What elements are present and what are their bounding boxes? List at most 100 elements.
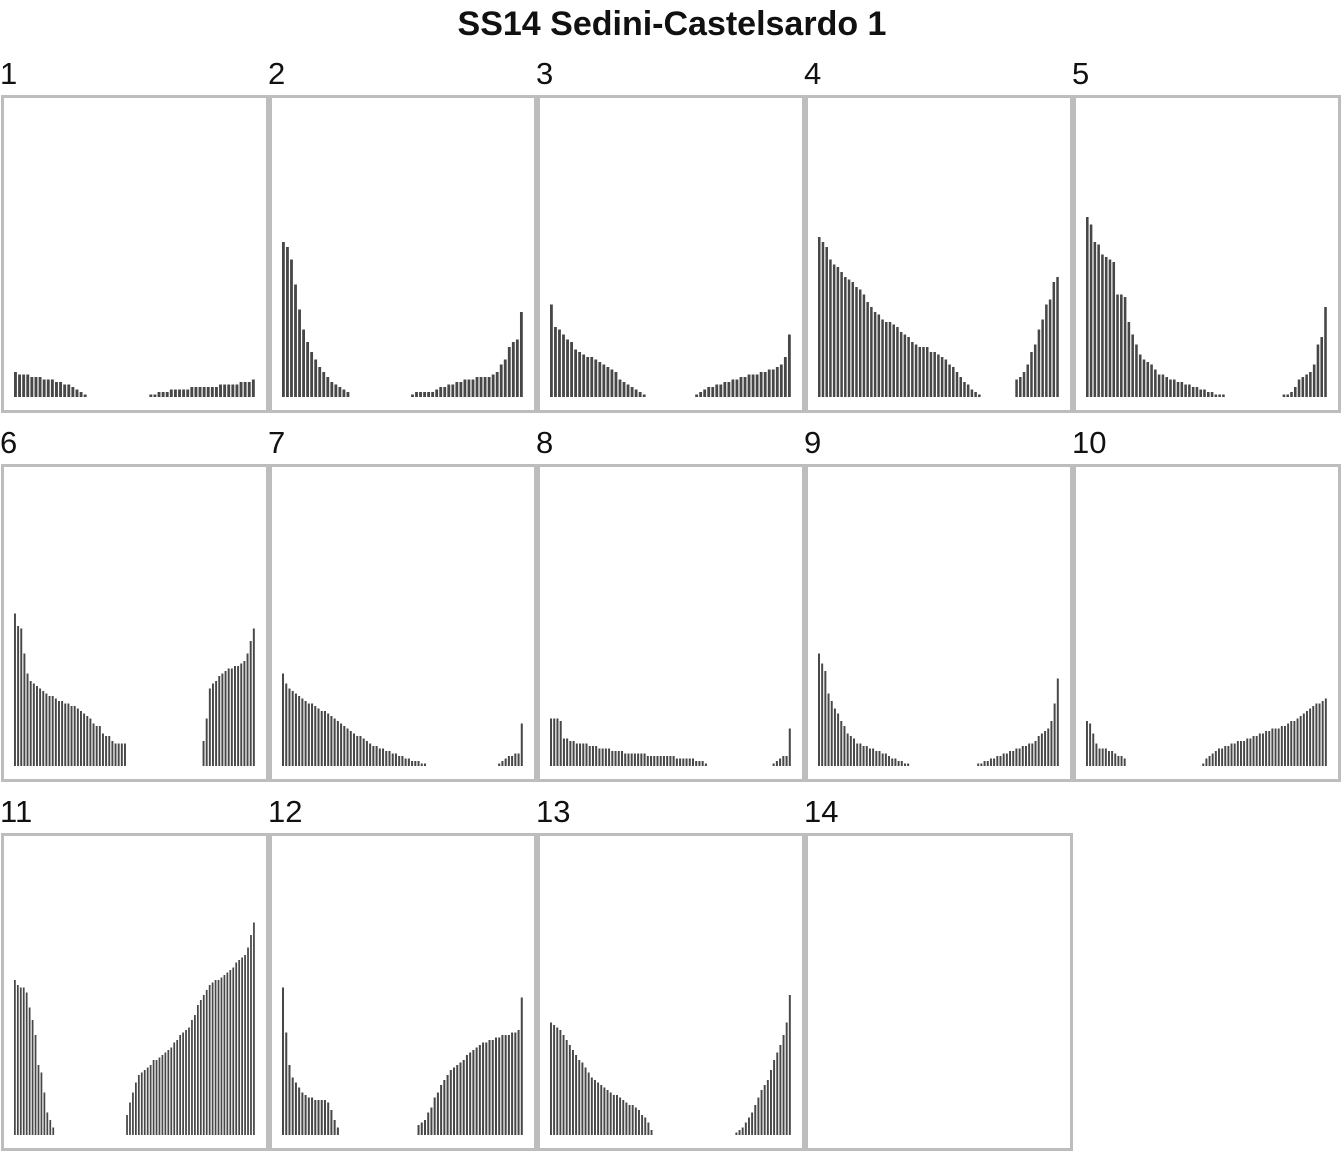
bar-p4-41 (966, 384, 970, 397)
bar-p3-3 (558, 329, 561, 397)
bar-p8-24 (624, 753, 627, 766)
bar-p3-48 (739, 377, 743, 397)
bar-p2-33 (411, 394, 414, 397)
bar-p6-2 (17, 626, 20, 766)
bar-p12-44 (420, 1122, 423, 1135)
bar-p11-62 (194, 1015, 196, 1135)
bar-p12-4 (291, 1077, 294, 1135)
bar-p2-39 (435, 389, 439, 397)
bar-p7-1 (282, 673, 285, 766)
bar-p8-41 (679, 758, 682, 766)
bar-p5-1 (1086, 217, 1089, 397)
bar-p4-5 (832, 264, 836, 397)
bar-p12-15 (327, 1102, 330, 1135)
bar-p5-62 (1316, 344, 1320, 397)
bar-p7-43 (417, 761, 420, 766)
bar-p6-70 (230, 668, 233, 766)
bar-p10-66 (1290, 721, 1293, 766)
bar-p10-6 (1101, 748, 1104, 766)
bar-p4-26 (911, 342, 914, 397)
bar-p11-74 (229, 970, 232, 1135)
bar-p2-4 (294, 284, 297, 397)
bar-p1-37 (161, 392, 165, 397)
bar-p1-7 (38, 377, 42, 397)
panel-label-7: 7 (268, 425, 286, 460)
bar-p1-52 (223, 384, 227, 397)
bar-p4-62 (1045, 304, 1048, 397)
bar-p10-40 (1208, 756, 1211, 766)
bar-p13-4 (559, 1030, 562, 1135)
bar-p10-51 (1243, 741, 1246, 766)
bar-p11-46 (146, 1067, 149, 1135)
bar-p4-7 (840, 272, 843, 397)
bar-p3-59 (783, 357, 787, 397)
bar-p6-1 (14, 613, 16, 766)
panel-13 (537, 833, 805, 1151)
panel-label-11: 11 (0, 794, 33, 829)
bar-p5-28 (1188, 384, 1191, 397)
bar-p11-39 (126, 1115, 128, 1135)
bar-p7-70 (504, 758, 507, 766)
bar-p13-73 (776, 1052, 779, 1135)
bar-p2-16 (342, 389, 346, 397)
bar-p9-61 (1009, 751, 1012, 766)
bar-p5-3 (1093, 242, 1097, 397)
bar-p5-25 (1176, 382, 1180, 397)
bar-p7-2 (285, 683, 288, 766)
panel-11 (1, 833, 269, 1151)
bar-p1-15 (71, 387, 75, 397)
bar-p7-10 (311, 703, 314, 766)
bar-p6-61 (202, 741, 205, 766)
bar-p4-44 (978, 394, 981, 397)
bar-p8-6 (566, 738, 569, 766)
bar-p3-40 (707, 387, 711, 397)
bar-p6-28 (98, 726, 101, 766)
bar-p6-33 (114, 743, 117, 766)
bar-p2-5 (298, 309, 301, 397)
bar-p12-53 (449, 1070, 452, 1135)
bar-p7-42 (414, 761, 417, 766)
panel-label-8: 8 (536, 425, 554, 460)
bar-p3-17 (614, 372, 618, 397)
bar-p3-53 (759, 372, 763, 397)
bar-p8-33 (653, 756, 656, 766)
bar-p10-52 (1246, 738, 1249, 766)
bar-p12-59 (469, 1052, 472, 1135)
bar-p13-63 (744, 1122, 747, 1135)
bar-p8-23 (620, 751, 624, 766)
bar-p5-8 (1112, 262, 1116, 397)
bar-p7-4 (291, 691, 294, 766)
bar-p1-35 (153, 394, 157, 397)
bar-p11-56 (176, 1040, 179, 1135)
bar-p7-68 (498, 763, 501, 766)
bar-p10-74 (1315, 703, 1318, 766)
panel-10 (1073, 464, 1341, 782)
panel-label-13: 13 (536, 794, 571, 829)
bar-p8-39 (672, 756, 675, 766)
bar-p1-46 (198, 387, 202, 397)
bar-p4-6 (836, 267, 840, 397)
bar-p3-9 (582, 354, 586, 397)
bar-p6-30 (105, 736, 108, 766)
bar-p8-32 (650, 756, 653, 766)
bar-p11-14 (52, 1127, 55, 1135)
bar-p11-76 (235, 962, 238, 1135)
bar-p11-67 (208, 985, 211, 1135)
bar-p11-72 (223, 975, 226, 1135)
bar-p9-10 (846, 733, 849, 766)
bar-p1-3 (22, 374, 26, 397)
bar-p6-65 (215, 681, 218, 766)
bar-p12-71 (507, 1035, 510, 1135)
panel-10-plot (1086, 698, 1327, 766)
bar-p10-63 (1280, 726, 1283, 766)
bar-p4-19 (885, 322, 888, 397)
bar-p11-40 (129, 1102, 131, 1135)
bar-p13-31 (644, 1117, 647, 1135)
bar-p3-42 (715, 384, 719, 397)
bar-p7-16 (330, 716, 333, 766)
bar-p12-13 (320, 1100, 323, 1135)
bar-p1-2 (18, 374, 21, 397)
bar-p3-1 (550, 304, 553, 397)
panel-2 (269, 95, 537, 413)
bar-p3-21 (630, 387, 634, 397)
